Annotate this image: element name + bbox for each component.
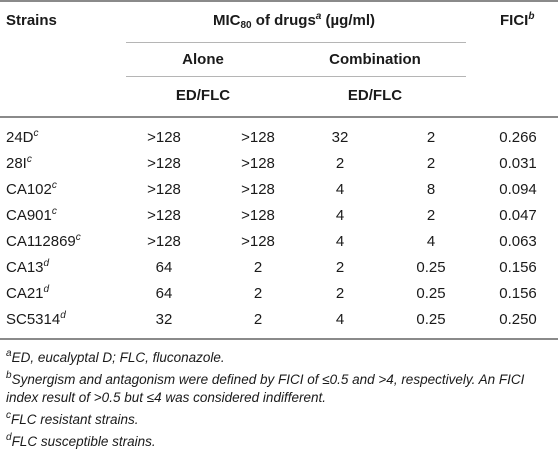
mic-mid: of drugs: [251, 12, 316, 29]
alone-ed-cell: 64: [155, 285, 173, 302]
alone-ed-cell: >128: [147, 181, 181, 198]
alone-ed-cell: >128: [147, 155, 181, 172]
alone-flc-cell: 2: [253, 259, 263, 276]
table-row: 24Dc >128 >128 32 2 0.266: [0, 125, 558, 151]
alone-ed-cell: >128: [147, 233, 181, 250]
fici-label: FICI: [500, 12, 529, 29]
comb-flc-cell: 8: [426, 181, 436, 198]
combination-header: Combination: [329, 51, 421, 68]
comb-flc-cell: 2: [426, 155, 436, 172]
comb-ed-cell: 2: [335, 155, 345, 172]
alone-flc-cell: 2: [253, 285, 263, 302]
header-bottom-rule: [0, 116, 558, 118]
comb-ed-cell: 4: [335, 311, 345, 328]
comb-flc-cell: 4: [426, 233, 436, 250]
fici-cell: 0.156: [499, 259, 537, 276]
table-row: CA102c >128 >128 4 8 0.094: [0, 177, 558, 203]
fici-cell: 0.266: [499, 129, 537, 146]
comb-flc-cell: 0.25: [416, 285, 446, 302]
footnote: dFLC susceptible strains.: [6, 432, 156, 450]
combination-subheader: ED/FLC: [347, 87, 403, 104]
alone-flc-cell: >128: [241, 233, 275, 250]
footnote: cFLC resistant strains.: [6, 410, 139, 428]
mic-header: MIC80 of drugsa (µg/ml): [213, 11, 375, 31]
comb-flc-cell: 2: [426, 207, 436, 224]
fici-header: FICIb: [500, 12, 534, 30]
mic-span-rule: [126, 42, 466, 43]
fici-footnote-mark: b: [528, 11, 535, 22]
fici-cell: 0.156: [499, 285, 537, 302]
alone-flc-cell: >128: [241, 207, 275, 224]
comb-ed-cell: 32: [331, 129, 349, 146]
comb-ed-cell: 2: [335, 259, 345, 276]
fici-cell: 0.063: [499, 233, 537, 250]
mic-unit: (µg/ml): [321, 12, 375, 29]
strain-cell: CA901c: [6, 206, 57, 225]
comb-flc-cell: 2: [426, 129, 436, 146]
strains-header: Strains: [6, 12, 57, 29]
strain-cell: CA21d: [6, 284, 50, 303]
comb-flc-cell: 0.25: [416, 259, 446, 276]
alone-flc-cell: >128: [241, 155, 275, 172]
table-row: SC5314d 32 2 4 0.25 0.250: [0, 307, 558, 333]
alone-ed-cell: >128: [147, 129, 181, 146]
alone-flc-cell: >128: [241, 181, 275, 198]
strain-cell: CA102c: [6, 180, 57, 199]
top-rule: [0, 0, 558, 2]
strain-cell: SC5314d: [6, 310, 66, 329]
strain-cell: CA13d: [6, 258, 50, 277]
table-row: 28Ic >128 >128 2 2 0.031: [0, 151, 558, 177]
fici-cell: 0.094: [499, 181, 537, 198]
alone-flc-cell: 2: [253, 311, 263, 328]
table-row: CA112869c >128 >128 4 4 0.063: [0, 229, 558, 255]
strain-cell: 28Ic: [6, 154, 32, 173]
footnote: aED, eucalyptal D; FLC, fluconazole.: [6, 348, 225, 366]
alone-subheader: ED/FLC: [175, 87, 231, 104]
table-row: CA901c >128 >128 4 2 0.047: [0, 203, 558, 229]
comb-flc-cell: 0.25: [416, 311, 446, 328]
fici-cell: 0.031: [499, 155, 537, 172]
comb-ed-cell: 4: [335, 207, 345, 224]
alone-flc-cell: >128: [241, 129, 275, 146]
mic-prefix: MIC: [213, 12, 241, 29]
strain-cell: CA112869c: [6, 232, 81, 251]
fici-cell: 0.250: [499, 311, 537, 328]
alone-header: Alone: [182, 51, 224, 68]
alone-ed-cell: >128: [147, 207, 181, 224]
table-row: CA13d 64 2 2 0.25 0.156: [0, 255, 558, 281]
alone-ed-cell: 64: [155, 259, 173, 276]
mic-footnote-mark: a: [315, 11, 322, 22]
group-rule: [126, 76, 466, 77]
strain-cell: 24Dc: [6, 128, 39, 147]
fici-cell: 0.047: [499, 207, 537, 224]
alone-ed-cell: 32: [155, 311, 173, 328]
comb-ed-cell: 4: [335, 181, 345, 198]
table-row: CA21d 64 2 2 0.25 0.156: [0, 281, 558, 307]
comb-ed-cell: 4: [335, 233, 345, 250]
bottom-rule: [0, 338, 558, 340]
comb-ed-cell: 2: [335, 285, 345, 302]
mic-subscript: 80: [240, 20, 252, 31]
footnote: bSynergism and antagonism were defined b…: [6, 370, 525, 406]
